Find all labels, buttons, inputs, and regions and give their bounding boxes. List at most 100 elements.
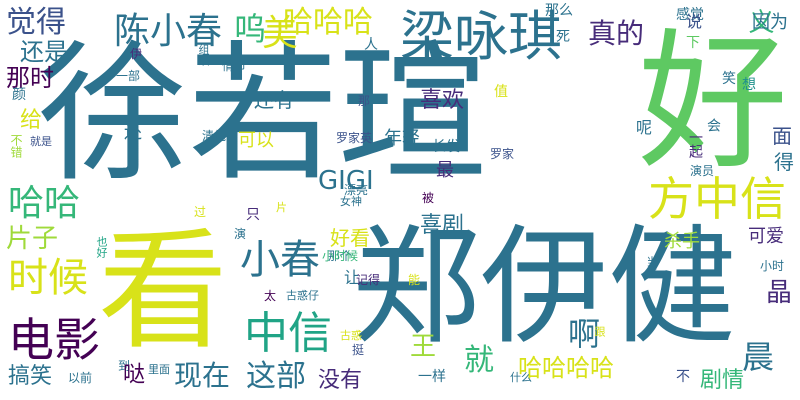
word-kan: 看 (98, 215, 229, 367)
word-hai-shi: 还是 (20, 38, 68, 66)
word-gen: 跟 (593, 326, 606, 337)
word-hao-kan: 好看 (330, 226, 370, 250)
word-neng: 能 (408, 273, 421, 287)
word-yin-wei: 因为 (752, 12, 788, 33)
word-jing: 晶 (766, 278, 793, 308)
word-ye-hao: 也好 (95, 236, 108, 258)
word-pian: 片 (276, 201, 287, 214)
word-shi-hou: 时候 (8, 255, 88, 301)
word-zhen-de: 真的 (588, 17, 645, 50)
word-liang-yong-qi: 梁咏琪 (400, 5, 562, 68)
word-ren: 人 (364, 37, 378, 53)
word-gao-xiao: 搞笑 (8, 364, 53, 389)
word-xi-huan: 喜欢 (420, 88, 465, 113)
word-yan2: 演 (234, 227, 247, 241)
word-chen-xiao-chun: 陈小春 (114, 11, 223, 52)
word-yi-qi: 一起 (687, 130, 703, 158)
word-zhong-xin: 中信 (244, 308, 332, 359)
word-wang: 王 (410, 332, 437, 362)
word-luo-jia: 罗家 (490, 147, 515, 161)
word-wu: 呜 (229, 12, 267, 44)
word-gu-huo-zai: 古惑仔 (286, 289, 319, 302)
word-zhe-bu: 这部 (246, 359, 306, 394)
word-a: 啊 (568, 315, 601, 353)
word-jiu: 就 (464, 343, 494, 378)
word-ting: 挺 (352, 343, 365, 357)
word-mei-you: 没有 (318, 368, 363, 393)
word-ju-qing: 剧情 (700, 368, 745, 393)
word-rang: 让 (344, 268, 361, 287)
word-shuo: 说 (686, 12, 703, 31)
word-jue-de: 觉得 (6, 5, 66, 40)
word-jiu-shi: 就是 (30, 135, 52, 148)
word-tai: 太 (264, 289, 277, 303)
word-pian-zi: 片子 (6, 224, 59, 254)
word-da: 哒 (119, 362, 144, 384)
word-hao: 好 (638, 16, 789, 190)
word-na: 那 (358, 94, 371, 108)
word-ke-yi: 可以 (238, 130, 274, 151)
word-ha-ha-ha-ha: 哈哈哈哈 (518, 354, 614, 382)
word-zheng-yi-jian: 郑伊健 (352, 213, 737, 362)
word-chen: 晨 (737, 340, 775, 372)
word-zui: 最 (436, 160, 454, 181)
word-xi-ju: 喜剧 (420, 213, 465, 238)
word-gan-jue: 感觉 (676, 7, 704, 23)
word-gigi: GIGI (318, 166, 374, 196)
word-zhi: 值 (494, 84, 508, 100)
word-chang-fa: 长发 (432, 139, 460, 155)
word-nian-qing: 年轻 (384, 128, 420, 149)
word-xiao: 笑 (722, 71, 736, 87)
word-de: 得 (774, 150, 794, 174)
word-guo: 过 (194, 205, 207, 219)
word-na-shi: 那时 (6, 64, 54, 92)
word-mian: 面 (772, 124, 792, 148)
word-dao: 到 (118, 359, 131, 373)
word-bu-cuo: 不错 (9, 134, 23, 158)
word-xu-ruo-xuan: 徐若瑄 (38, 28, 489, 202)
word-bei: 被 (422, 191, 435, 205)
word-ha-ha-ha: 哈哈哈 (283, 5, 373, 40)
word-si: 死 (556, 29, 570, 45)
word-yi2: 伊 (130, 47, 143, 61)
word-xiao-shi: 小时 (760, 259, 785, 273)
word-zu-zhi: 组织 (197, 44, 210, 66)
word-xiao-shi-hou: 小时候 (322, 249, 359, 263)
word-gu-huo: 古惑 (340, 329, 362, 342)
word-sha-shou: 杀手 (664, 231, 700, 252)
word-dang-nian: 当年 (645, 256, 658, 278)
word-dian-ying: 电影 (8, 313, 100, 367)
word-fang-zhong-xin: 方中信 (648, 172, 786, 226)
word-ne: 呢 (636, 118, 653, 137)
word-li-mian: 里面 (148, 363, 170, 376)
word-yi-bu: 一部 (116, 69, 141, 83)
word-bu: 不 (676, 369, 690, 385)
word-hai: 还 (121, 122, 142, 140)
word-yan: 颜 (12, 87, 26, 103)
word-xia: 下 (686, 35, 700, 51)
word-xiang: 想 (742, 77, 756, 93)
word-mei: 美 (262, 13, 299, 54)
word-nv-shen: 女神 (340, 195, 362, 208)
word-na-me: 那么 (545, 3, 573, 19)
word-luo-jia-ying: 罗家英 (336, 131, 373, 145)
word-na-ge: 那个 (328, 249, 353, 263)
word-qing-jie: 情节 (222, 59, 247, 73)
word-zhi2: 只 (246, 207, 260, 223)
word-yi: 义 (744, 8, 774, 34)
word-xian-zai: 现在 (174, 359, 231, 392)
word-yi-yang: 一样 (418, 369, 446, 385)
word-piao-liang: 漂亮 (344, 183, 369, 197)
word-shen-me: 什么 (510, 371, 532, 384)
word-ji-de: 记得 (356, 273, 381, 287)
word-ha-ha: 哈哈 (8, 183, 81, 224)
word-ke-ai: 可爱 (748, 226, 784, 247)
word-gei: 给 (20, 108, 43, 133)
word-hai-you: 还有 (254, 88, 294, 112)
word-qing-chun: 清纯 (202, 129, 227, 143)
word-yan-yuan: 演员 (690, 164, 715, 178)
word-xiao-chun: 小春 (240, 237, 320, 283)
word-hui: 会 (705, 118, 721, 132)
word-yi-qian: 以前 (68, 371, 93, 385)
